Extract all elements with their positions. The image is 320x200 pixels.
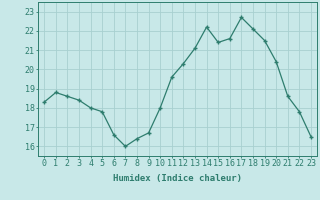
X-axis label: Humidex (Indice chaleur): Humidex (Indice chaleur): [113, 174, 242, 183]
